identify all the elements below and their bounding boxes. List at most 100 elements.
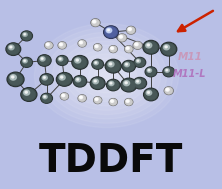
Circle shape bbox=[125, 46, 132, 52]
Circle shape bbox=[108, 62, 114, 67]
Circle shape bbox=[61, 76, 63, 78]
Circle shape bbox=[144, 41, 158, 53]
Circle shape bbox=[24, 34, 26, 35]
Circle shape bbox=[22, 88, 36, 101]
Circle shape bbox=[95, 45, 98, 48]
Circle shape bbox=[8, 45, 14, 50]
Ellipse shape bbox=[71, 50, 143, 102]
Circle shape bbox=[73, 76, 87, 87]
Circle shape bbox=[79, 96, 83, 99]
Circle shape bbox=[145, 90, 157, 99]
Circle shape bbox=[93, 60, 102, 68]
Circle shape bbox=[107, 80, 119, 90]
Circle shape bbox=[42, 94, 52, 103]
Circle shape bbox=[44, 96, 46, 97]
Circle shape bbox=[110, 99, 116, 105]
Circle shape bbox=[146, 43, 152, 48]
Circle shape bbox=[9, 74, 22, 85]
Circle shape bbox=[77, 79, 79, 80]
Circle shape bbox=[147, 44, 150, 46]
Text: M11: M11 bbox=[178, 52, 202, 62]
Circle shape bbox=[110, 47, 116, 52]
Circle shape bbox=[146, 67, 156, 76]
Circle shape bbox=[107, 61, 119, 71]
Circle shape bbox=[135, 79, 145, 87]
Circle shape bbox=[145, 89, 157, 100]
Circle shape bbox=[120, 36, 121, 37]
Circle shape bbox=[135, 58, 145, 67]
Circle shape bbox=[91, 19, 99, 26]
Circle shape bbox=[79, 40, 86, 46]
Circle shape bbox=[21, 88, 37, 101]
Circle shape bbox=[42, 76, 47, 80]
Ellipse shape bbox=[58, 41, 155, 110]
Circle shape bbox=[95, 62, 97, 63]
Circle shape bbox=[94, 44, 101, 50]
Circle shape bbox=[96, 46, 97, 47]
Circle shape bbox=[147, 69, 152, 72]
Circle shape bbox=[75, 77, 85, 86]
Circle shape bbox=[166, 89, 168, 90]
Circle shape bbox=[93, 60, 103, 69]
Circle shape bbox=[125, 46, 133, 53]
Circle shape bbox=[73, 56, 87, 68]
Circle shape bbox=[94, 97, 101, 103]
Circle shape bbox=[57, 56, 67, 65]
Circle shape bbox=[126, 100, 129, 102]
Circle shape bbox=[79, 96, 85, 101]
Circle shape bbox=[59, 42, 66, 48]
Circle shape bbox=[146, 90, 152, 95]
Circle shape bbox=[105, 27, 117, 38]
Ellipse shape bbox=[89, 63, 125, 89]
Circle shape bbox=[109, 81, 114, 86]
Circle shape bbox=[43, 95, 47, 99]
Circle shape bbox=[107, 79, 120, 91]
Circle shape bbox=[165, 46, 167, 48]
Circle shape bbox=[91, 19, 100, 26]
Circle shape bbox=[126, 47, 129, 50]
Circle shape bbox=[118, 34, 126, 41]
Circle shape bbox=[118, 34, 127, 42]
Circle shape bbox=[80, 97, 81, 98]
Circle shape bbox=[10, 46, 12, 48]
Circle shape bbox=[74, 57, 86, 67]
Circle shape bbox=[124, 62, 134, 70]
Circle shape bbox=[105, 27, 117, 37]
Circle shape bbox=[96, 98, 97, 100]
Ellipse shape bbox=[34, 24, 179, 128]
Circle shape bbox=[106, 28, 112, 33]
Circle shape bbox=[107, 29, 110, 31]
Circle shape bbox=[145, 67, 157, 77]
Circle shape bbox=[90, 77, 105, 89]
Circle shape bbox=[92, 20, 99, 26]
Circle shape bbox=[78, 95, 86, 102]
Circle shape bbox=[94, 44, 102, 51]
Circle shape bbox=[56, 73, 72, 86]
Circle shape bbox=[47, 44, 48, 45]
Circle shape bbox=[40, 57, 45, 61]
Circle shape bbox=[59, 43, 63, 46]
Circle shape bbox=[128, 27, 134, 33]
Text: TDDFT: TDDFT bbox=[39, 142, 183, 180]
Circle shape bbox=[124, 62, 129, 67]
Circle shape bbox=[163, 44, 175, 54]
Circle shape bbox=[21, 31, 32, 41]
Ellipse shape bbox=[77, 54, 137, 97]
Circle shape bbox=[147, 91, 150, 93]
Circle shape bbox=[40, 74, 53, 85]
Ellipse shape bbox=[101, 71, 113, 80]
Circle shape bbox=[95, 45, 101, 50]
Circle shape bbox=[162, 43, 176, 55]
Circle shape bbox=[79, 95, 86, 101]
Circle shape bbox=[72, 56, 88, 69]
Circle shape bbox=[45, 42, 53, 49]
Circle shape bbox=[61, 93, 68, 99]
Circle shape bbox=[105, 59, 121, 73]
Circle shape bbox=[122, 60, 135, 72]
Circle shape bbox=[25, 91, 28, 93]
Circle shape bbox=[125, 82, 127, 84]
Circle shape bbox=[166, 88, 169, 91]
Circle shape bbox=[127, 47, 128, 49]
Circle shape bbox=[41, 74, 52, 84]
Text: M11-L: M11-L bbox=[173, 69, 207, 79]
